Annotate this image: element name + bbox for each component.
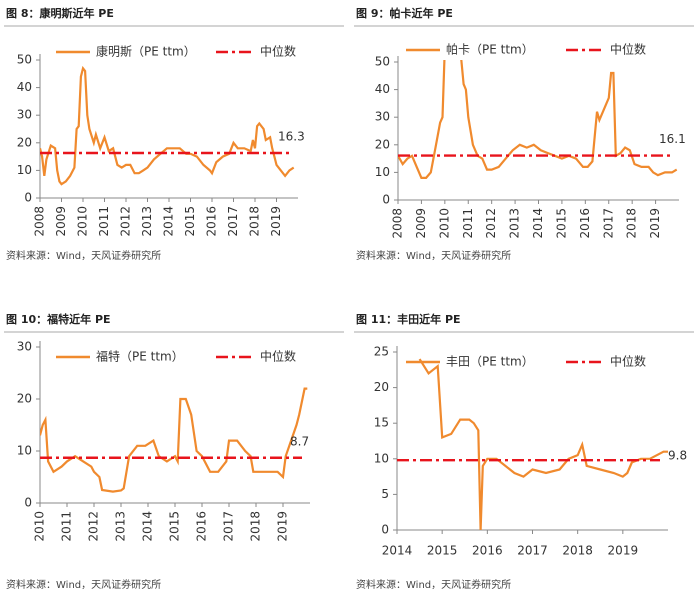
x-tick-label: 2012 [87, 511, 101, 542]
y-tick-label: 50 [375, 55, 390, 69]
y-tick-label: 20 [374, 380, 389, 394]
chart-title: 图 10：福特近年 PE [6, 312, 111, 326]
legend-label: 中位数 [610, 42, 646, 57]
x-tick-label: 2013 [114, 511, 128, 542]
x-tick-label: 2008 [33, 206, 47, 237]
x-tick-label: 2010 [76, 206, 90, 237]
x-tick-label: 2018 [625, 208, 639, 239]
x-tick-label: 2013 [140, 206, 154, 237]
source-note: 资料来源：Wind，天风证券研究所 [6, 578, 161, 591]
y-tick-label: 20 [17, 392, 32, 406]
median-label: 9.8 [668, 449, 687, 463]
y-tick-label: 10 [375, 165, 390, 179]
legend-label: 丰田（PE ttm） [446, 355, 534, 369]
x-tick-label: 2014 [141, 511, 155, 542]
y-tick-label: 0 [24, 496, 32, 510]
x-tick-label: 2009 [414, 208, 428, 239]
median-label: 16.1 [659, 132, 686, 146]
x-tick-label: 2010 [437, 208, 451, 239]
pe-line [40, 387, 308, 493]
y-tick-label: 25 [374, 345, 389, 359]
legend-label: 福特（PE ttm） [96, 349, 184, 364]
x-tick-label: 2016 [578, 208, 592, 239]
legend-label: 康明斯（PE ttm） [96, 44, 196, 59]
x-tick-label: 2014 [162, 206, 176, 237]
x-tick-label: 2009 [54, 206, 68, 237]
x-tick-label: 2017 [601, 208, 615, 239]
y-tick-label: 0 [381, 523, 389, 537]
chart-title: 图 11：丰田近年 PE [356, 312, 461, 326]
y-tick-label: 15 [374, 416, 389, 430]
x-tick-label: 2019 [276, 511, 290, 542]
legend-label: 中位数 [260, 349, 296, 364]
x-tick-label: 2016 [472, 544, 503, 558]
source-note: 资料来源：Wind，天风证券研究所 [356, 249, 511, 262]
x-tick-label: 2017 [517, 544, 548, 558]
legend-label: 中位数 [610, 354, 646, 369]
y-tick-label: 0 [382, 193, 390, 207]
x-tick-label: 2015 [183, 206, 197, 237]
pe-line [418, 358, 668, 531]
source-note: 资料来源：Wind，天风证券研究所 [356, 578, 511, 591]
chart-title: 图 8：康明斯近年 PE [6, 6, 114, 20]
y-tick-label: 30 [17, 340, 32, 354]
x-tick-label: 2015 [168, 511, 182, 542]
y-tick-label: 30 [17, 108, 32, 122]
x-tick-label: 2012 [484, 208, 498, 239]
x-tick-label: 2012 [119, 206, 133, 237]
pe-line [398, 60, 678, 179]
x-tick-label: 2014 [531, 208, 545, 239]
x-tick-label: 2017 [222, 511, 236, 542]
median-label: 8.7 [290, 434, 309, 448]
y-tick-label: 20 [375, 137, 390, 151]
y-tick-label: 50 [17, 53, 32, 67]
y-tick-label: 10 [17, 163, 32, 177]
y-tick-label: 30 [375, 110, 390, 124]
x-tick-label: 2011 [97, 206, 111, 237]
x-tick-label: 2015 [427, 544, 458, 558]
x-tick-label: 2014 [382, 544, 413, 558]
y-tick-label: 10 [17, 444, 32, 458]
y-tick-label: 0 [24, 191, 32, 205]
legend-label: 帕卡（PE ttm） [446, 42, 534, 57]
x-tick-label: 2018 [248, 206, 262, 237]
x-tick-label: 2016 [205, 206, 219, 237]
x-tick-label: 2011 [461, 208, 475, 239]
x-tick-label: 2017 [226, 206, 240, 237]
x-tick-label: 2010 [33, 511, 47, 542]
x-tick-label: 2015 [554, 208, 568, 239]
legend-label: 中位数 [260, 44, 296, 59]
chart-title: 图 9：帕卡近年 PE [356, 6, 453, 20]
x-tick-label: 2019 [269, 206, 283, 237]
x-tick-label: 2013 [508, 208, 522, 239]
x-tick-label: 2008 [391, 208, 405, 239]
y-tick-label: 10 [374, 451, 389, 465]
y-tick-label: 20 [17, 135, 32, 149]
x-tick-label: 2019 [648, 208, 662, 239]
x-tick-label: 2016 [195, 511, 209, 542]
y-tick-label: 40 [375, 82, 390, 96]
x-tick-label: 2018 [249, 511, 263, 542]
pe-line [40, 65, 295, 186]
x-tick-label: 2019 [608, 544, 639, 558]
median-label: 16.3 [278, 130, 305, 144]
y-tick-label: 5 [381, 487, 389, 501]
x-tick-label: 2018 [562, 544, 593, 558]
source-note: 资料来源：Wind，天风证券研究所 [6, 249, 161, 262]
y-tick-label: 40 [17, 80, 32, 94]
x-tick-label: 2011 [60, 511, 74, 542]
